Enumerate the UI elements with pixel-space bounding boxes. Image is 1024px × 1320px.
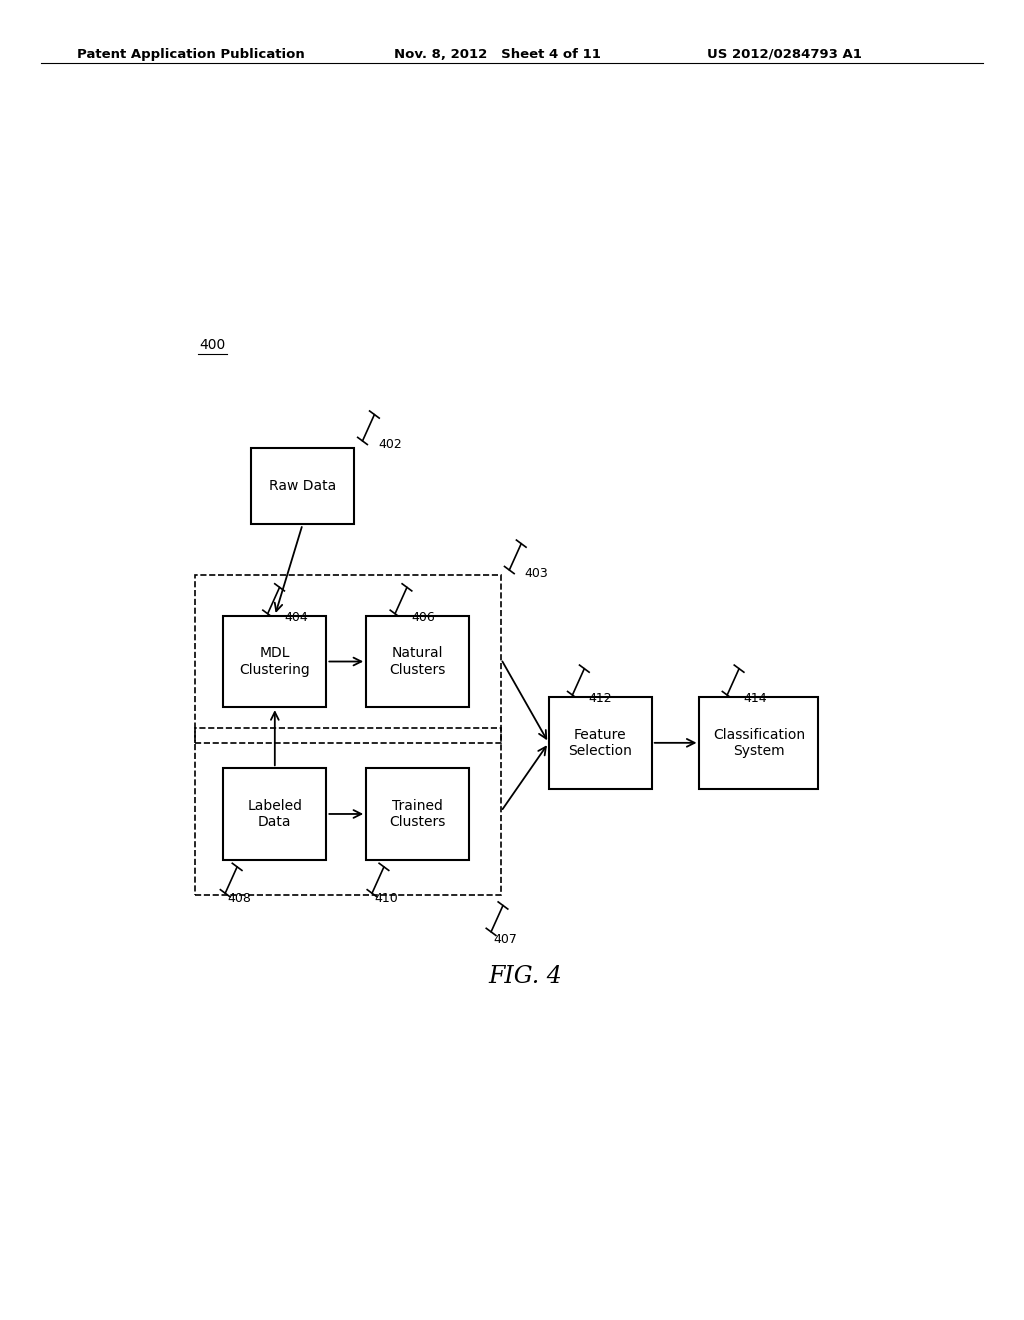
Bar <box>196 727 501 895</box>
Text: Patent Application Publication: Patent Application Publication <box>77 48 304 61</box>
Text: 414: 414 <box>743 692 767 705</box>
Text: 408: 408 <box>227 892 251 906</box>
Text: 410: 410 <box>374 892 397 906</box>
Text: Feature
Selection: Feature Selection <box>568 727 632 758</box>
Bar <box>223 615 327 708</box>
Bar <box>549 697 652 788</box>
Text: 407: 407 <box>494 933 517 946</box>
Bar <box>196 576 501 743</box>
Text: Nov. 8, 2012   Sheet 4 of 11: Nov. 8, 2012 Sheet 4 of 11 <box>394 48 601 61</box>
Bar <box>223 768 327 859</box>
Text: Natural
Clusters: Natural Clusters <box>389 647 445 677</box>
Bar <box>251 447 354 524</box>
Text: Classification
System: Classification System <box>713 727 805 758</box>
Text: 403: 403 <box>524 568 549 579</box>
Text: Raw Data: Raw Data <box>269 479 336 494</box>
Text: 402: 402 <box>378 438 401 451</box>
Bar <box>367 615 469 708</box>
Text: Labeled
Data: Labeled Data <box>248 799 302 829</box>
Text: 400: 400 <box>200 338 225 351</box>
Text: MDL
Clustering: MDL Clustering <box>240 647 310 677</box>
Text: 412: 412 <box>589 692 612 705</box>
Text: 404: 404 <box>284 611 307 623</box>
Text: 406: 406 <box>412 611 435 623</box>
Bar <box>699 697 818 788</box>
Bar <box>367 768 469 859</box>
Text: Trained
Clusters: Trained Clusters <box>389 799 445 829</box>
Text: US 2012/0284793 A1: US 2012/0284793 A1 <box>707 48 861 61</box>
Text: FIG. 4: FIG. 4 <box>487 965 562 989</box>
